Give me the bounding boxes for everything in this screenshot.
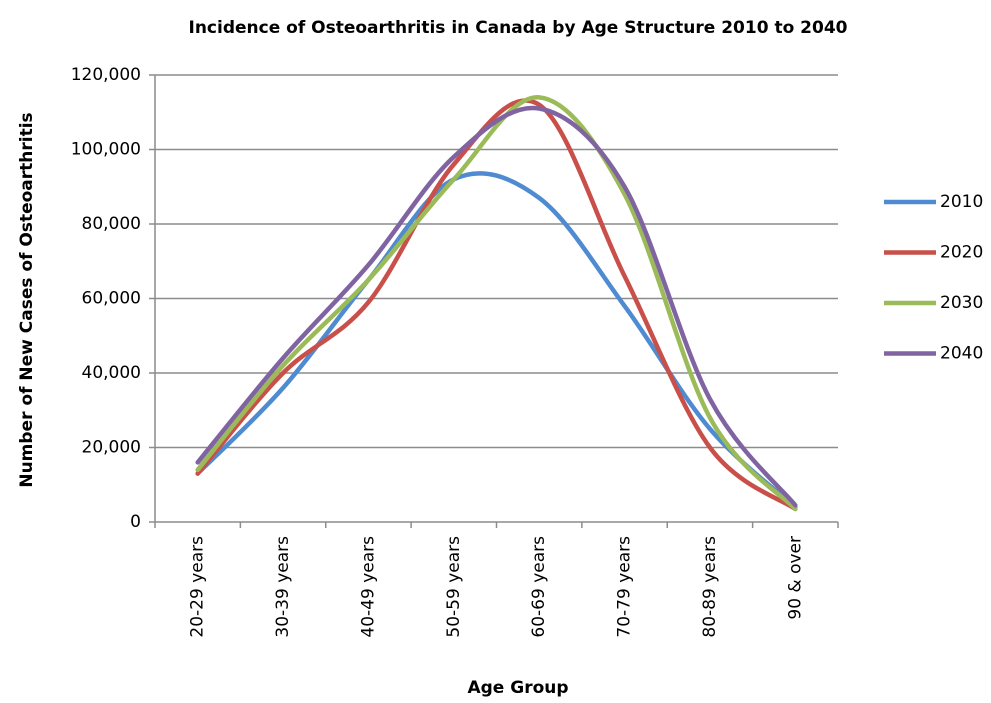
x-tick-label: 20-29 years bbox=[188, 536, 208, 638]
legend-label: 2010 bbox=[940, 192, 983, 212]
y-tick-label: 40,000 bbox=[82, 363, 141, 383]
legend-label: 2020 bbox=[940, 243, 983, 263]
y-axis-title: Number of New Cases of Osteoarthritis bbox=[17, 112, 37, 487]
line-series bbox=[195, 98, 798, 512]
y-tick-label: 60,000 bbox=[82, 289, 141, 309]
y-tick-label: 120,000 bbox=[71, 65, 141, 85]
y-tick-label: 80,000 bbox=[82, 214, 141, 234]
y-tick-label: 0 bbox=[130, 512, 141, 532]
x-tick-label: 40-49 years bbox=[358, 536, 378, 638]
line-series bbox=[195, 105, 798, 508]
x-axis-title: Age Group bbox=[467, 678, 568, 698]
chart-title: Incidence of Osteoarthritis in Canada by… bbox=[189, 18, 848, 38]
x-tick-label: 60-69 years bbox=[529, 536, 549, 638]
x-tick-label: 70-79 years bbox=[615, 536, 635, 638]
x-tick-label: 80-89 years bbox=[700, 536, 720, 638]
x-tick-label: 90 & over bbox=[785, 536, 805, 620]
x-tick-label: 30-39 years bbox=[273, 536, 293, 638]
x-tick-label: 50-59 years bbox=[444, 536, 464, 638]
legend-label: 2040 bbox=[940, 344, 983, 364]
line-series bbox=[195, 171, 798, 510]
legend-label: 2030 bbox=[940, 293, 983, 313]
y-tick-label: 20,000 bbox=[82, 438, 141, 458]
y-tick-label: 100,000 bbox=[71, 140, 141, 160]
